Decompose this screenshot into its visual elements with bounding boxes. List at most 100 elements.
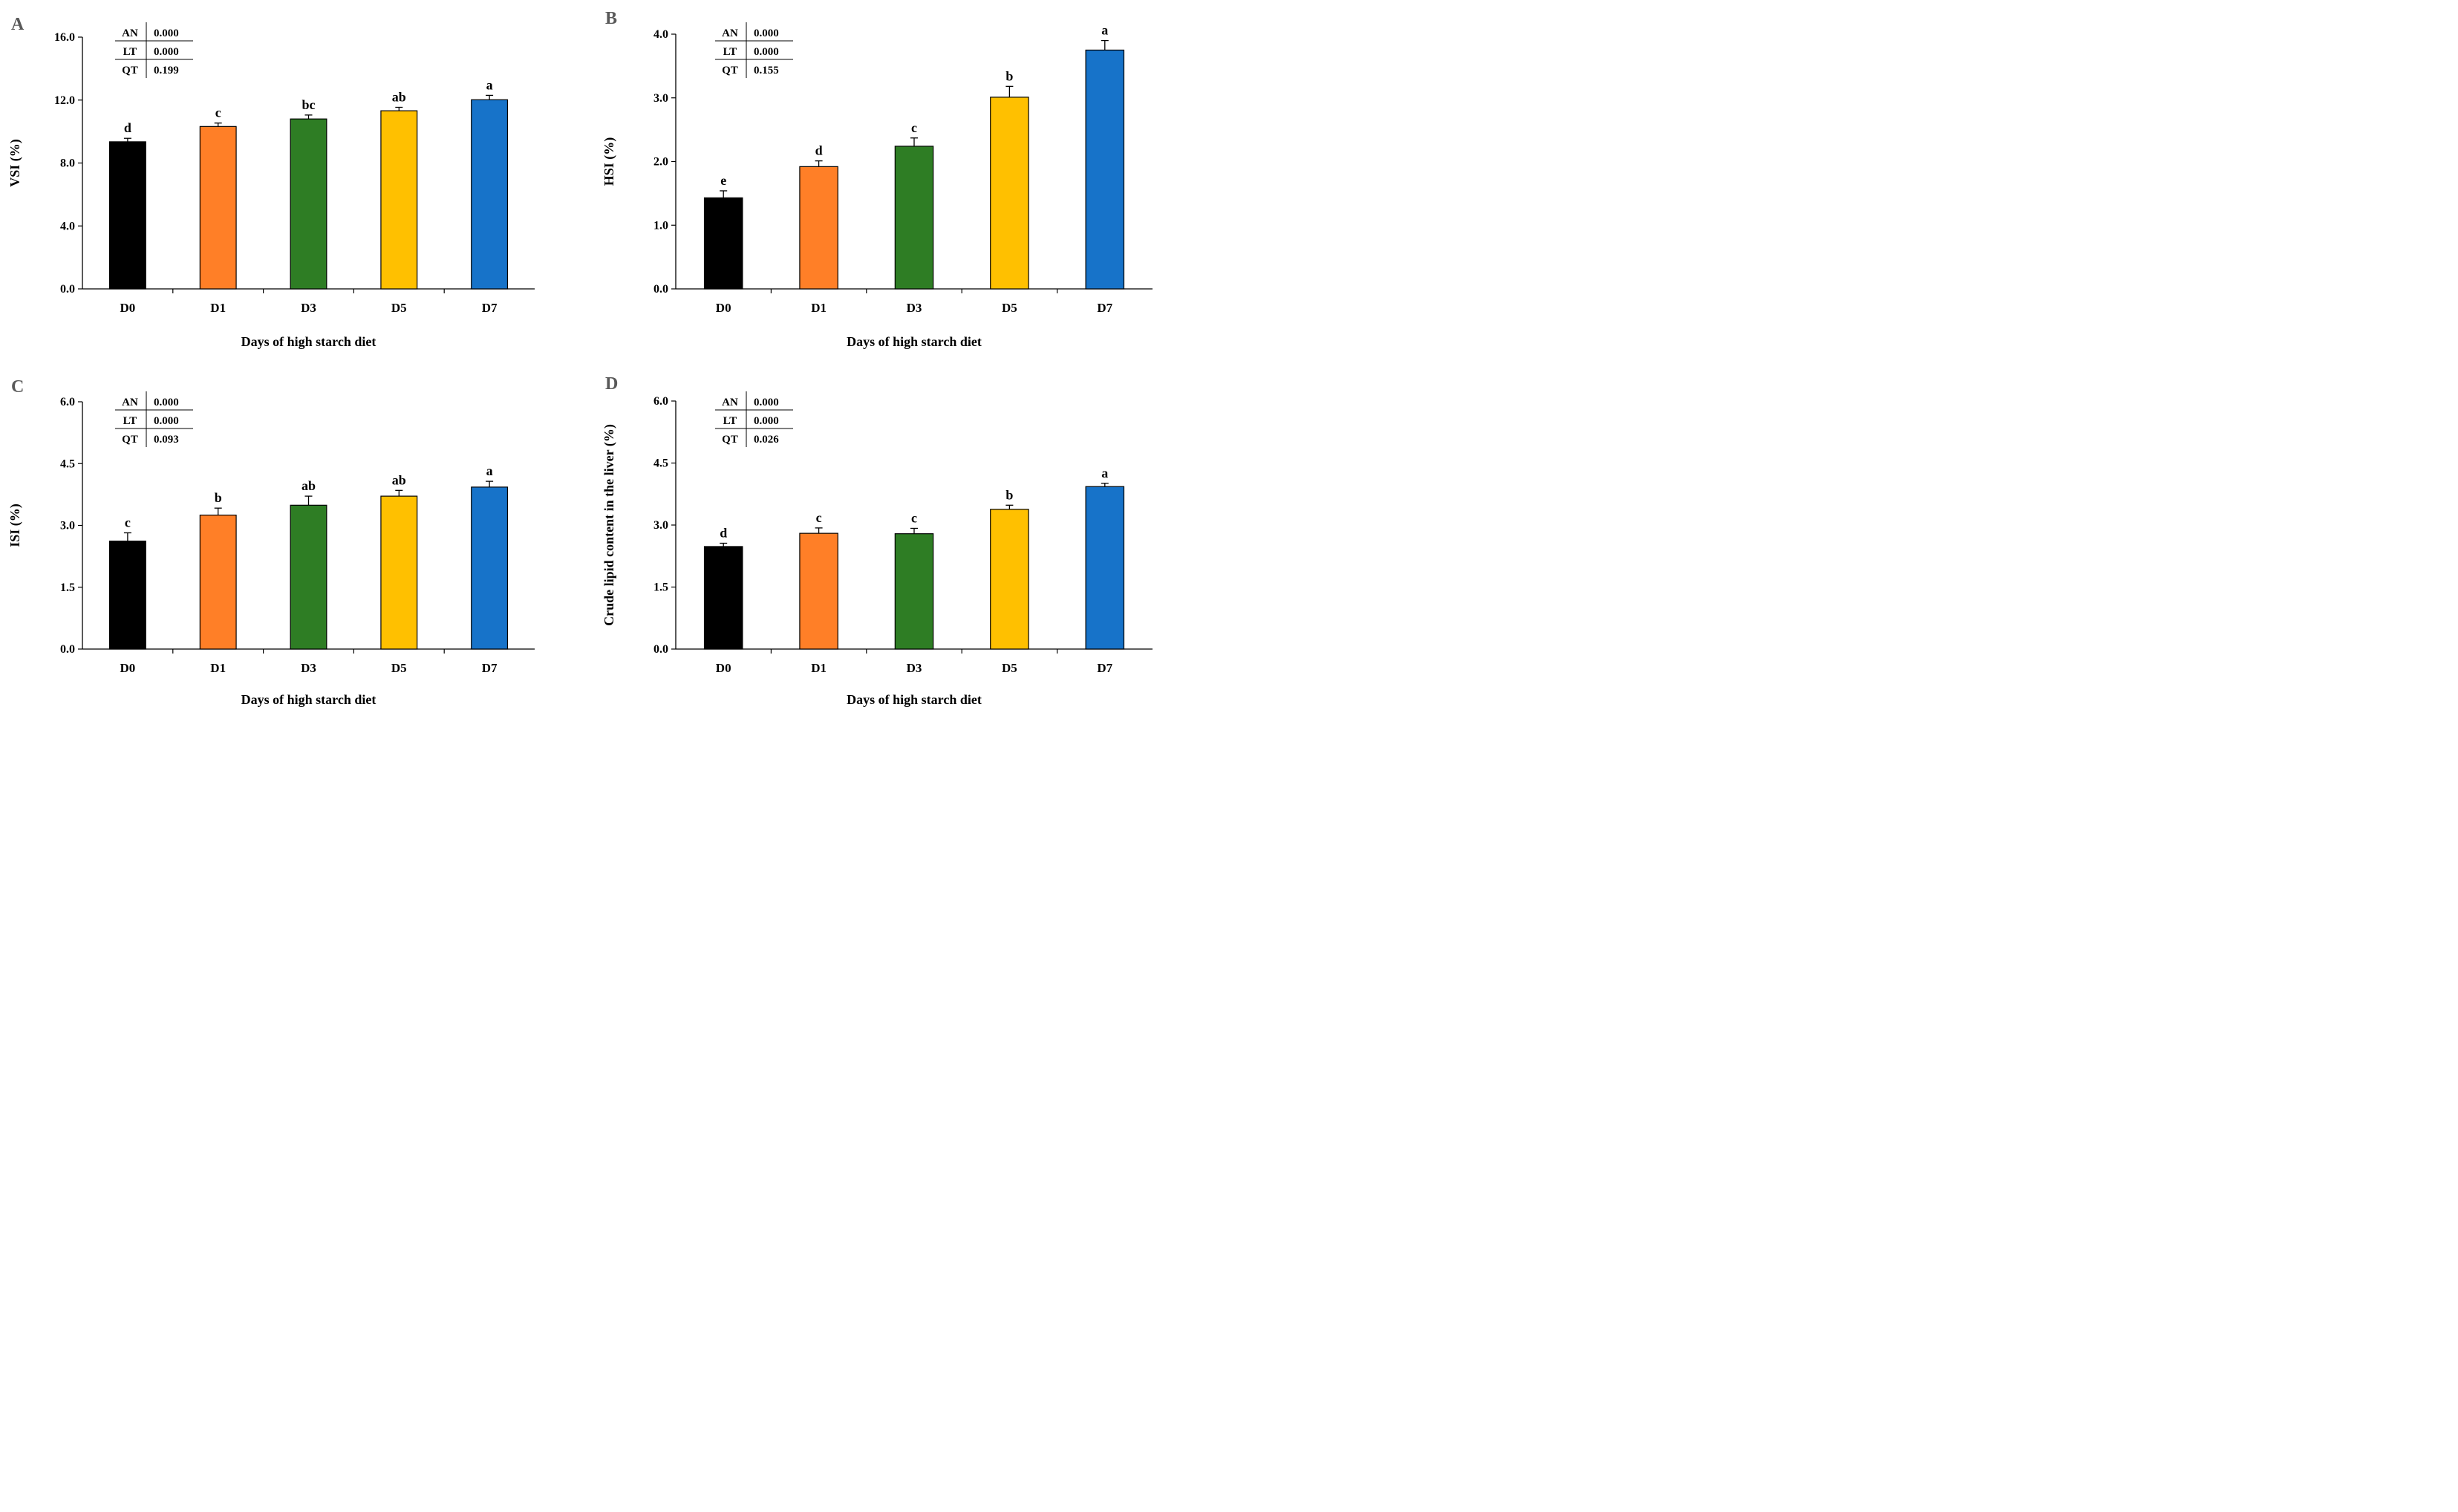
y-tick-label: 0.0 (60, 643, 75, 656)
y-axis-label: ISI (%) (7, 504, 23, 547)
stats-table: AN 0.000 LT 0.000 QT 0.199 (115, 22, 193, 78)
panel-letter: D (605, 374, 618, 394)
x-axis-label: Days of high starch diet (241, 692, 376, 707)
significance-label: a (1101, 466, 1108, 480)
chart-panel-d: D 0.0 1.5 3.0 4.5 6.0 d D0 c D1 c D3 b D5 a D7 Days of h… (602, 374, 1153, 707)
significance-label: ab (392, 89, 406, 104)
bar-d5 (990, 509, 1029, 650)
x-tick-label: D0 (716, 301, 731, 315)
x-tick-label: D0 (120, 301, 136, 315)
stats-value: 0.000 (754, 27, 779, 39)
stats-value: 0.000 (754, 46, 779, 58)
significance-label: a (486, 463, 493, 478)
stats-label: QT (722, 65, 738, 76)
x-tick-label: D5 (391, 301, 407, 315)
bar-d1 (199, 515, 237, 650)
bar-d3 (290, 504, 327, 650)
y-axis-label: Crude lipid content in the liver (%) (602, 424, 617, 626)
y-tick-label: 1.0 (653, 219, 668, 232)
bar-d0 (108, 540, 146, 650)
stats-value: 0.000 (754, 397, 779, 408)
bar-d7 (471, 486, 509, 650)
y-tick-label: 1.5 (60, 581, 75, 594)
significance-label: c (911, 510, 917, 525)
significance-label: ab (392, 472, 406, 487)
x-tick-label: D0 (120, 661, 136, 675)
y-tick-label: 6.0 (60, 396, 75, 408)
y-tick-label: 4.5 (653, 457, 668, 470)
x-tick-label: D3 (301, 301, 316, 315)
x-tick-label: D1 (210, 661, 226, 675)
panel-letter: C (11, 377, 24, 397)
y-tick-label: 1.5 (653, 581, 668, 594)
bar-d1 (199, 126, 237, 290)
stats-value: 0.199 (154, 65, 179, 76)
figure: A0.04.08.012.016.0dD0cD1bcD3abD5aD7Days … (7, 9, 1153, 707)
bar-d5 (380, 495, 418, 650)
bar-d7 (1085, 49, 1125, 290)
stats-label: LT (723, 415, 737, 427)
stats-value: 0.000 (754, 415, 779, 427)
y-tick-label: 4.5 (60, 457, 75, 470)
x-tick-label: D3 (907, 301, 922, 315)
bar-d0 (703, 197, 743, 290)
x-tick-label: D0 (716, 661, 731, 675)
bar-d7 (471, 99, 509, 290)
stats-table: AN 0.000 LT 0.000 QT 0.093 (115, 391, 193, 447)
significance-label: e (720, 173, 726, 188)
stats-value: 0.000 (154, 397, 179, 408)
y-axis-label: VSI (%) (7, 139, 23, 187)
y-tick-label: 2.0 (653, 156, 668, 169)
x-axis-label: Days of high starch diet (241, 334, 376, 349)
stats-table: AN 0.000 LT 0.000 QT 0.155 (715, 22, 793, 78)
y-tick-label: 4.0 (60, 220, 75, 232)
bar-d3 (894, 146, 934, 290)
y-tick-label: 16.0 (54, 31, 75, 44)
y-tick-label: 12.0 (54, 94, 75, 107)
bar-d0 (703, 546, 743, 650)
bar-d7 (1085, 486, 1125, 650)
significance-label: b (1005, 487, 1013, 502)
bar-d0 (108, 141, 146, 290)
x-axis-label: Days of high starch diet (847, 692, 982, 707)
stats-value: 0.093 (154, 434, 179, 446)
stats-label: LT (123, 46, 137, 58)
x-tick-label: D7 (1097, 301, 1112, 315)
stats-table: AN 0.000 LT 0.000 QT 0.026 (715, 391, 793, 447)
significance-label: c (816, 510, 822, 525)
significance-label: ab (301, 478, 316, 493)
stats-label: AN (122, 27, 138, 39)
significance-label: b (1005, 68, 1013, 83)
x-tick-label: D5 (391, 661, 407, 675)
x-tick-label: D7 (1097, 661, 1112, 675)
significance-label: c (125, 515, 131, 529)
stats-value: 0.000 (154, 415, 179, 427)
y-tick-label: 0.0 (60, 283, 75, 296)
stats-label: QT (722, 434, 738, 446)
stats-label: AN (722, 27, 738, 39)
panel-letter: A (11, 15, 25, 34)
stats-value: 0.000 (154, 27, 179, 39)
significance-label: a (1101, 23, 1108, 38)
bar-d1 (799, 166, 838, 290)
bar-d3 (290, 118, 327, 290)
significance-label: d (815, 143, 823, 158)
significance-label: b (215, 490, 222, 505)
chart-panel-b: B 0.0 1.0 2.0 3.0 4.0 e D0 d D1 c D3 b D5 a D7 Days of h… (602, 9, 1153, 349)
stats-label: LT (723, 46, 737, 58)
stats-label: AN (122, 397, 138, 408)
x-tick-label: D7 (482, 661, 498, 675)
x-tick-label: D1 (210, 301, 226, 315)
bar-d5 (380, 110, 418, 290)
y-tick-label: 3.0 (653, 92, 668, 105)
x-tick-label: D5 (1002, 301, 1017, 315)
y-tick-label: 4.0 (653, 28, 668, 41)
stats-label: QT (122, 434, 138, 446)
panel-letter: B (605, 9, 617, 28)
y-tick-label: 8.0 (60, 157, 75, 170)
x-tick-label: D7 (482, 301, 498, 315)
x-axis-label: Days of high starch diet (847, 334, 982, 349)
significance-label: d (124, 120, 131, 135)
significance-label: d (720, 525, 727, 540)
stats-value: 0.000 (154, 46, 179, 58)
